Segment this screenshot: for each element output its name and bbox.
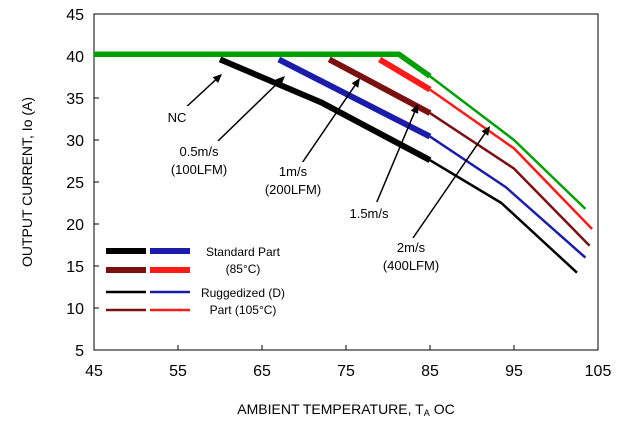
y-tick-label: 30 <box>66 133 84 150</box>
legend-label-rugged: Ruggedized (D) <box>201 286 285 300</box>
annotation-label-s1: (200LFM) <box>265 182 321 197</box>
annotation-arrowhead-s2 <box>481 126 490 136</box>
legend-label-standard: (85°C) <box>226 262 261 276</box>
y-axis-title: OUTPUT CURRENT, Io (A) <box>19 97 35 267</box>
y-tick-label: 15 <box>66 259 84 276</box>
annotation-box-s05 <box>158 141 240 183</box>
x-tick-label: 45 <box>85 363 103 380</box>
annotation-label-s2: 2m/s <box>397 240 426 255</box>
annotation-label-s15: 1.5m/s <box>349 206 389 221</box>
annotation-label-nc: NC <box>168 110 187 125</box>
y-tick-label: 45 <box>66 7 84 24</box>
annotation-arrow-s05 <box>217 81 280 142</box>
series-s15-standard-line <box>327 56 432 116</box>
annotations: NC 0.5m/s (100LFM) 1m/s (200LFM) 1.5m/s 2m/s (4… <box>158 74 490 278</box>
annotation-arrow-s2 <box>412 132 486 239</box>
annotation-label-s05: (100LFM) <box>171 162 227 177</box>
axis-ticks: 45 55 65 75 85 95 105 5 10 15 20 25 30 35 40 45 <box>66 7 611 380</box>
y-tick-label: 40 <box>66 49 84 66</box>
annotation-arrow-s1 <box>299 85 356 167</box>
annotation-box-s15 <box>338 202 400 224</box>
series-nc-standard-line <box>94 51 432 79</box>
x-tick-label: 55 <box>169 363 187 380</box>
annotation-arrowhead-s15 <box>410 104 419 114</box>
x-axis-title-main: AMBIENT TEMPERATURE, T <box>237 401 424 417</box>
series-nc-rugged-line <box>429 75 587 210</box>
x-tick-label: 85 <box>421 363 439 380</box>
y-tick-label: 20 <box>66 217 84 234</box>
x-tick-label: 75 <box>337 363 355 380</box>
series-s2-standard-line <box>378 56 432 93</box>
annotation-label-s05: 0.5m/s <box>179 144 219 159</box>
annotation-arrowhead-s05 <box>275 76 285 86</box>
legend-label-standard: Standard Part <box>206 245 281 259</box>
series-s1-rugged-line <box>429 135 587 259</box>
annotation-label-s2: (400LFM) <box>383 258 439 273</box>
annotation-arrowhead-nc <box>212 74 222 83</box>
annotation-box-s2 <box>374 238 448 278</box>
y-tick-label: 35 <box>66 91 84 108</box>
legend: Standard Part (85°C) Ruggedized (D) Part (1… <box>100 238 314 322</box>
annotation-arrow-nc <box>182 79 216 111</box>
legend-label-rugged: Part (105°C) <box>210 303 277 317</box>
series-s2-rugged-line <box>429 88 593 230</box>
y-tick-label: 25 <box>66 175 84 192</box>
series-s15-rugged-line <box>429 112 591 247</box>
x-axis-title: AMBIENT TEMPERATURE, TA OC <box>237 401 454 418</box>
annotation-arrow-s15 <box>375 112 416 205</box>
x-tick-label: 65 <box>253 363 271 380</box>
data-series <box>94 51 593 274</box>
series-s05-rugged-line <box>429 159 578 274</box>
y-tick-label: 5 <box>75 343 84 360</box>
annotation-arrowhead-s1 <box>351 78 360 88</box>
series-s1-standard-line <box>277 56 432 140</box>
annotation-label-s1: 1m/s <box>279 164 308 179</box>
x-tick-label: 105 <box>585 363 612 380</box>
annotation-box-nc <box>158 106 196 128</box>
series-s05-standard-line <box>218 56 432 163</box>
annotation-box-s1 <box>254 162 332 202</box>
x-axis-title-unit: OC <box>434 401 455 417</box>
x-axis-title-subscript: A <box>424 408 430 418</box>
y-tick-label: 10 <box>66 301 84 318</box>
x-tick-label: 95 <box>505 363 523 380</box>
